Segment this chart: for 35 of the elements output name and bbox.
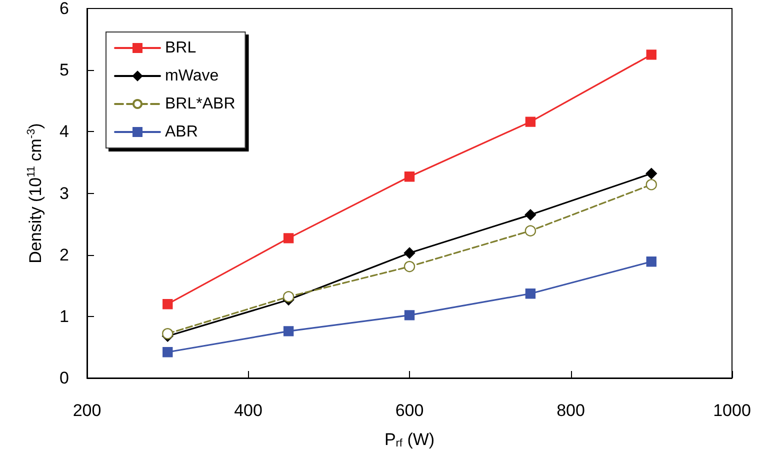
y-tick-label: 5 <box>60 60 69 80</box>
point <box>525 116 536 127</box>
x-tick-label: 1000 <box>713 401 751 420</box>
point <box>646 50 656 60</box>
point <box>646 256 656 267</box>
legend-label: ABR <box>165 124 198 140</box>
point <box>646 168 657 180</box>
point <box>525 288 536 299</box>
y-tick-label: 1 <box>60 306 69 326</box>
point <box>404 247 416 259</box>
y-tick-label: 3 <box>60 184 69 203</box>
y-tick-label: 0 <box>60 368 69 388</box>
x-tick-label: 600 <box>395 401 424 420</box>
y-tick-label: 4 <box>60 122 69 142</box>
y-axis-title: Density (1011 cm-3) <box>26 123 45 264</box>
point <box>162 347 173 358</box>
legend-label: BRL*ABR <box>165 96 236 112</box>
point <box>404 260 416 272</box>
point <box>162 328 174 340</box>
point <box>404 310 415 320</box>
y-tick-label: 6 <box>60 0 69 18</box>
point <box>162 299 173 310</box>
point <box>404 172 415 182</box>
x-tick-label: 800 <box>556 401 585 420</box>
y-tick-label: 2 <box>60 245 69 264</box>
x-tick-label: 200 <box>72 401 102 420</box>
legend-label: mWave <box>165 68 219 84</box>
point <box>524 225 536 236</box>
point <box>646 179 657 190</box>
point <box>524 209 536 220</box>
point <box>282 291 294 302</box>
point <box>283 233 294 244</box>
point <box>283 326 294 336</box>
x-tick-label: 400 <box>234 401 262 420</box>
legend-label: BRL <box>165 40 196 56</box>
